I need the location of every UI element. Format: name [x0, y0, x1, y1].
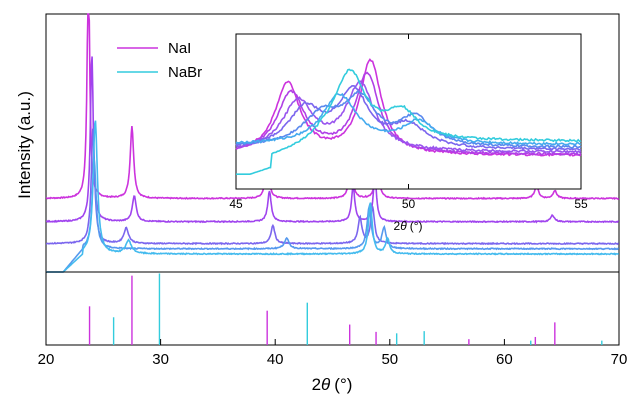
inset-series-group [235, 58, 582, 175]
x-tick-label: 20 [38, 351, 55, 368]
x-axis-title-prefix: 2 [312, 375, 321, 394]
main-series-line [45, 128, 619, 246]
x-axis-title-unit: (°) [334, 375, 352, 394]
legend: NaI NaBr [117, 40, 202, 81]
x-tick-label: 30 [152, 351, 169, 368]
reference-stick-panel [45, 271, 620, 346]
y-axis-title: Intensity (a.u.) [15, 91, 34, 199]
main-series-line [46, 158, 619, 273]
legend-label-nai: NaI [168, 40, 191, 57]
main-series-group [45, 13, 620, 273]
inset-series-line [236, 68, 582, 175]
inset-x-axis: 45 50 55 [229, 34, 588, 211]
x-tick-label: 50 [381, 351, 398, 368]
inset-x-tick-label: 50 [402, 197, 416, 211]
x-tick-label: 40 [267, 351, 284, 368]
inset-series-line [235, 92, 582, 146]
inset-x-tick-label: 45 [229, 197, 243, 211]
inset-x-tick-label: 55 [574, 197, 588, 211]
x-tick-label: 70 [611, 351, 628, 368]
inset-plot: 45 50 55 2θ (°) [229, 33, 588, 233]
reference-sticks-group [88, 273, 603, 345]
inset-series-line [235, 84, 582, 151]
main-series-line [46, 120, 619, 273]
inset-series-line [235, 90, 582, 150]
x-axis-title-var: θ [321, 375, 331, 394]
x-tick-label: 60 [496, 351, 513, 368]
main-series-line [45, 13, 620, 201]
legend-label-nabr: NaBr [168, 64, 202, 81]
main-series-line [45, 56, 620, 224]
inset-x-axis-title: 2θ (°) [394, 219, 423, 233]
inset-x-axis-title-prefix: 2 [394, 219, 401, 233]
inset-x-axis-title-unit: (°) [410, 219, 423, 233]
reference-panel-frame [45, 271, 620, 346]
inset-series-line [235, 80, 582, 154]
x-axis-title: 2θ (°) [312, 375, 353, 394]
inset-x-axis-title-var: θ [400, 219, 407, 233]
x-axis: 20 30 40 50 60 70 [38, 339, 628, 368]
